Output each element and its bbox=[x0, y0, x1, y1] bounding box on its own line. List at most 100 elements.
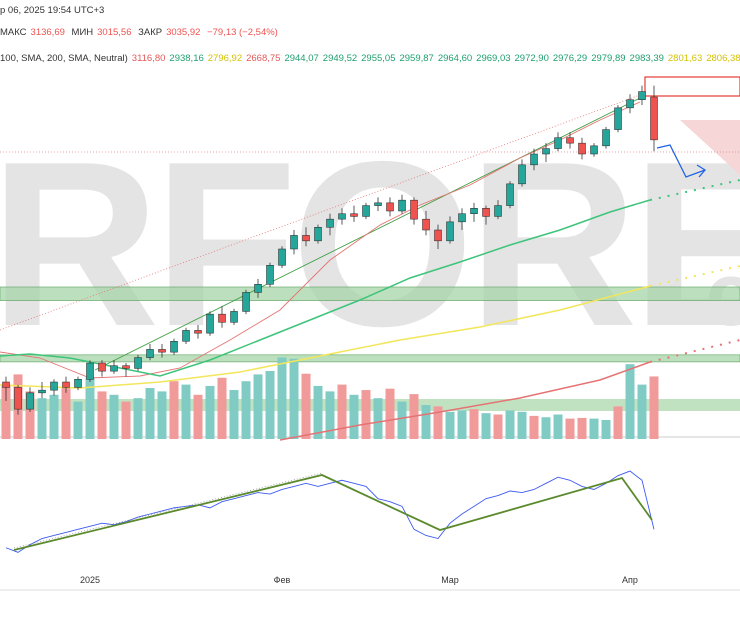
min-label: МИН bbox=[71, 27, 94, 38]
indicator-value-11: 2976,29 bbox=[552, 53, 588, 64]
indicator-value-14: 2801,63 bbox=[667, 53, 703, 64]
candle-body bbox=[242, 292, 250, 312]
sma-100-ext bbox=[649, 265, 740, 287]
volume-bar bbox=[289, 358, 299, 439]
candle-body bbox=[614, 107, 622, 130]
candle-body bbox=[590, 145, 598, 155]
volume-bar bbox=[625, 364, 635, 439]
candle-body bbox=[470, 208, 478, 214]
indicator-value-5: 2949,52 bbox=[322, 53, 358, 64]
zone-upper bbox=[0, 286, 740, 301]
candle-body bbox=[146, 349, 154, 358]
volume-bar bbox=[529, 415, 539, 439]
candle-body bbox=[230, 311, 238, 323]
candle-body bbox=[362, 205, 370, 217]
volume-bar bbox=[613, 406, 623, 439]
indicator-label: 100, SMA, 200, SMA, Neutral) bbox=[0, 53, 128, 64]
candle-body bbox=[98, 362, 106, 372]
candle-body bbox=[110, 365, 118, 372]
volume-bar bbox=[493, 414, 503, 439]
volume-bar bbox=[25, 391, 35, 439]
volume-bar bbox=[637, 384, 647, 439]
candle-body bbox=[74, 379, 82, 388]
candle-body bbox=[14, 387, 22, 410]
close-value: 3035,92 bbox=[166, 27, 201, 38]
candle-body bbox=[338, 213, 346, 220]
volume-bar bbox=[337, 384, 347, 439]
volume-bar bbox=[325, 391, 335, 439]
candle-body bbox=[422, 218, 430, 231]
candle-body bbox=[158, 349, 166, 353]
indicator-value-12: 2979,89 bbox=[591, 53, 626, 64]
candle-body bbox=[206, 313, 214, 334]
close-label: ЗАКР bbox=[138, 27, 163, 38]
volume-bar bbox=[205, 385, 215, 439]
volume-bar bbox=[49, 394, 59, 439]
watermark: RFOREX.c bbox=[0, 112, 740, 375]
volume-bar bbox=[85, 377, 95, 439]
candle-body bbox=[50, 381, 58, 391]
candle-body bbox=[302, 235, 310, 242]
indicator-value-10: 2972,90 bbox=[514, 53, 549, 64]
sma-100 bbox=[0, 285, 651, 389]
header-datetime: р 06, 2025 19:54 UTC+3 bbox=[0, 5, 105, 16]
candle-body bbox=[86, 362, 94, 380]
candle-body bbox=[26, 392, 34, 410]
sma-200-ext bbox=[649, 339, 740, 363]
volume-bar bbox=[37, 398, 47, 439]
candle-body bbox=[278, 248, 286, 266]
candle-body bbox=[326, 218, 334, 228]
indicator-value-7: 2959,87 bbox=[399, 53, 434, 64]
indicator-value-4: 2944,07 bbox=[284, 53, 319, 64]
volume-bar bbox=[229, 390, 239, 439]
candle-body bbox=[62, 381, 70, 388]
volume-bar bbox=[181, 384, 191, 439]
volume-bar bbox=[589, 418, 599, 439]
volume-bar bbox=[73, 401, 83, 439]
x-tick-label: Мар bbox=[441, 575, 459, 585]
candle-body bbox=[494, 205, 502, 217]
candle-body bbox=[386, 202, 394, 212]
candle-body bbox=[398, 199, 406, 212]
volume-bar bbox=[649, 376, 659, 439]
indicator-value-2: 2796,92 bbox=[207, 53, 243, 64]
indicator-value-1: 2938,16 bbox=[169, 53, 204, 64]
indicator-value-15: 2806,38 bbox=[706, 53, 740, 64]
time-axis: 2025 Фев Мар Апр bbox=[0, 575, 740, 591]
volume-bars bbox=[1, 357, 659, 439]
change-value: −79,13 (−2,54%) bbox=[207, 27, 278, 38]
candle-body bbox=[506, 183, 514, 206]
sma-fast bbox=[0, 101, 641, 379]
candle-body bbox=[626, 99, 634, 109]
x-tick-label: 2025 bbox=[80, 575, 100, 585]
candle-body bbox=[290, 235, 298, 250]
x-tick-label: Фев bbox=[274, 575, 291, 585]
indicator-value-8: 2964,60 bbox=[437, 53, 473, 64]
forecast-path bbox=[656, 144, 706, 178]
candle-body bbox=[122, 365, 130, 369]
indicator-values: 3116,80 2938,16 2796,92 2668,75 2944,07 2949,… bbox=[132, 53, 740, 64]
candle-body bbox=[134, 357, 142, 369]
volume-bar bbox=[109, 394, 119, 439]
volume-bar bbox=[217, 377, 227, 439]
volume-bar bbox=[445, 411, 455, 439]
volume-bar bbox=[97, 391, 107, 439]
volume-bar bbox=[565, 418, 575, 439]
volume-bar bbox=[1, 384, 11, 439]
max-value: 3136,69 bbox=[30, 27, 65, 38]
oscillator-zigzag bbox=[13, 474, 653, 551]
watermark-accent bbox=[680, 120, 740, 175]
indicator-value-6: 2955,05 bbox=[361, 53, 396, 64]
volume-bar bbox=[253, 374, 263, 439]
candle-body bbox=[602, 129, 610, 147]
zone-middle bbox=[0, 354, 740, 363]
candle-body bbox=[182, 330, 190, 342]
volume-bar bbox=[541, 417, 551, 439]
candle-body bbox=[374, 202, 382, 206]
volume-bar bbox=[241, 381, 251, 439]
volume-bar bbox=[61, 388, 71, 439]
volume-bar bbox=[601, 419, 611, 439]
indicator-value-0: 3116,80 bbox=[131, 53, 166, 64]
candle-body bbox=[434, 229, 442, 242]
